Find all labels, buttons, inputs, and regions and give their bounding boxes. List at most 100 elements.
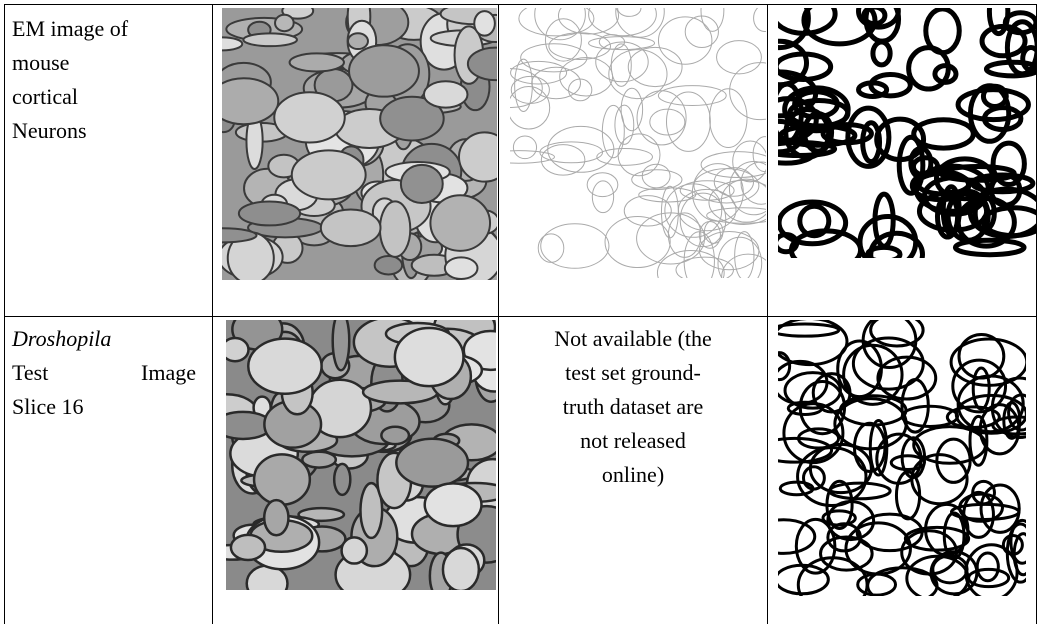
texture [332, 462, 352, 497]
rule [4, 4, 1037, 5]
texture [586, 172, 619, 198]
texture [379, 95, 445, 142]
texture [975, 551, 1000, 583]
texture [778, 320, 849, 367]
texture [393, 326, 465, 388]
texture [698, 221, 721, 249]
texture [903, 525, 971, 552]
texture [868, 419, 889, 477]
texture [753, 8, 766, 32]
texture [740, 161, 766, 205]
texture [797, 203, 832, 239]
texture [604, 215, 671, 269]
texture [226, 336, 250, 363]
texture [683, 231, 715, 278]
texture [274, 13, 295, 33]
texture [778, 351, 792, 382]
texture [512, 135, 538, 160]
texture [684, 15, 719, 48]
texture [905, 554, 970, 596]
texture [1004, 19, 1036, 77]
texture [540, 223, 610, 269]
texture [852, 421, 887, 473]
texture [874, 116, 927, 163]
texture [273, 91, 346, 144]
texture [657, 85, 727, 106]
texture [980, 205, 1036, 239]
texture [540, 144, 586, 176]
texture [778, 518, 817, 555]
texture [608, 49, 668, 100]
texture [845, 105, 892, 169]
texture [340, 536, 369, 565]
segmentation-image [778, 320, 1026, 596]
texture [458, 131, 497, 183]
texture [422, 80, 469, 109]
texture [990, 140, 1027, 188]
texture [967, 83, 1012, 144]
texture [949, 502, 1021, 521]
text-line: Test Image [12, 360, 196, 385]
texture [909, 168, 972, 203]
texture [588, 8, 657, 37]
texture [900, 377, 930, 434]
texture [623, 195, 672, 227]
texture [620, 87, 644, 132]
texture [301, 450, 338, 469]
texture [752, 136, 766, 173]
texture [870, 39, 893, 68]
texture [876, 355, 938, 401]
texture [656, 250, 725, 278]
text-line: test set ground- [565, 360, 701, 385]
rule [212, 4, 213, 624]
texture [856, 80, 890, 99]
texture [631, 169, 683, 191]
text-line: Droshopila [12, 326, 112, 351]
texture [734, 231, 755, 278]
em-image [222, 8, 497, 280]
row-label: EM image of mouse cortical Neurons [12, 12, 202, 148]
texture [1009, 518, 1026, 565]
texture [801, 8, 878, 47]
texture [222, 77, 280, 126]
texture [548, 32, 611, 60]
texture [728, 160, 766, 216]
texture [717, 236, 763, 278]
texture [706, 207, 766, 224]
texture [911, 117, 976, 151]
texture [869, 320, 925, 348]
texture [591, 180, 615, 214]
texture [836, 339, 883, 399]
texture [373, 255, 404, 276]
texture [466, 46, 497, 82]
texture [429, 194, 492, 252]
texture [865, 244, 903, 258]
texture [868, 230, 925, 258]
text-line: truth dataset are [562, 394, 704, 419]
texture [348, 44, 420, 98]
texture [828, 481, 892, 501]
texture [319, 208, 382, 248]
texture [237, 200, 302, 227]
rule [4, 316, 1037, 317]
texture [627, 46, 683, 88]
texture [932, 63, 959, 85]
texture [247, 337, 323, 395]
texture [399, 163, 444, 204]
texture [423, 482, 483, 528]
texture [290, 149, 367, 201]
texture [786, 400, 824, 416]
texture [222, 227, 258, 244]
text-line: mouse [12, 50, 70, 75]
texture [641, 163, 671, 189]
text-line: Neurons [12, 118, 87, 143]
em-image [226, 320, 496, 590]
text-line: Slice 16 [12, 394, 84, 419]
texture [331, 320, 351, 372]
texture [242, 32, 298, 48]
texture [1001, 533, 1024, 556]
text-line: cortical [12, 84, 78, 109]
texture [978, 403, 1021, 456]
text-line: not released [580, 428, 686, 453]
texture [875, 432, 923, 485]
